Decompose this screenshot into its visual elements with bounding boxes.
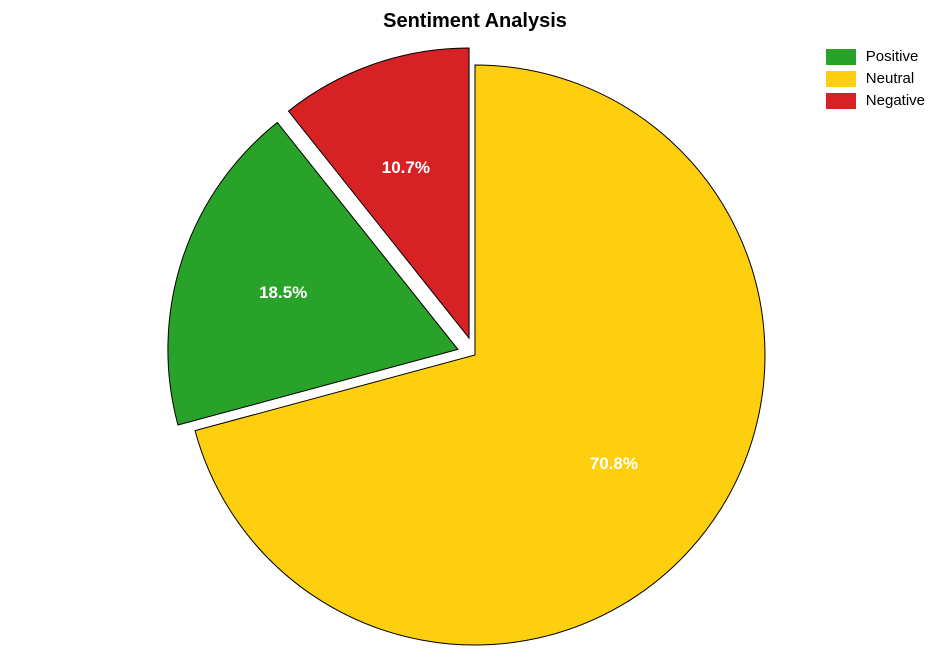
legend-item-neutral: Neutral [826,70,925,87]
slice-label-positive: 18.5% [259,283,307,303]
legend-item-positive: Positive [826,48,925,65]
legend-swatch-neutral [826,71,856,87]
legend-label-negative: Negative [866,92,925,109]
legend-label-positive: Positive [866,48,919,65]
legend-swatch-positive [826,49,856,65]
legend: Positive Neutral Negative [826,48,925,114]
pie-chart [0,0,950,662]
slice-label-negative: 10.7% [382,158,430,178]
slice-label-neutral: 70.8% [590,454,638,474]
legend-label-neutral: Neutral [866,70,914,87]
legend-item-negative: Negative [826,92,925,109]
legend-swatch-negative [826,93,856,109]
